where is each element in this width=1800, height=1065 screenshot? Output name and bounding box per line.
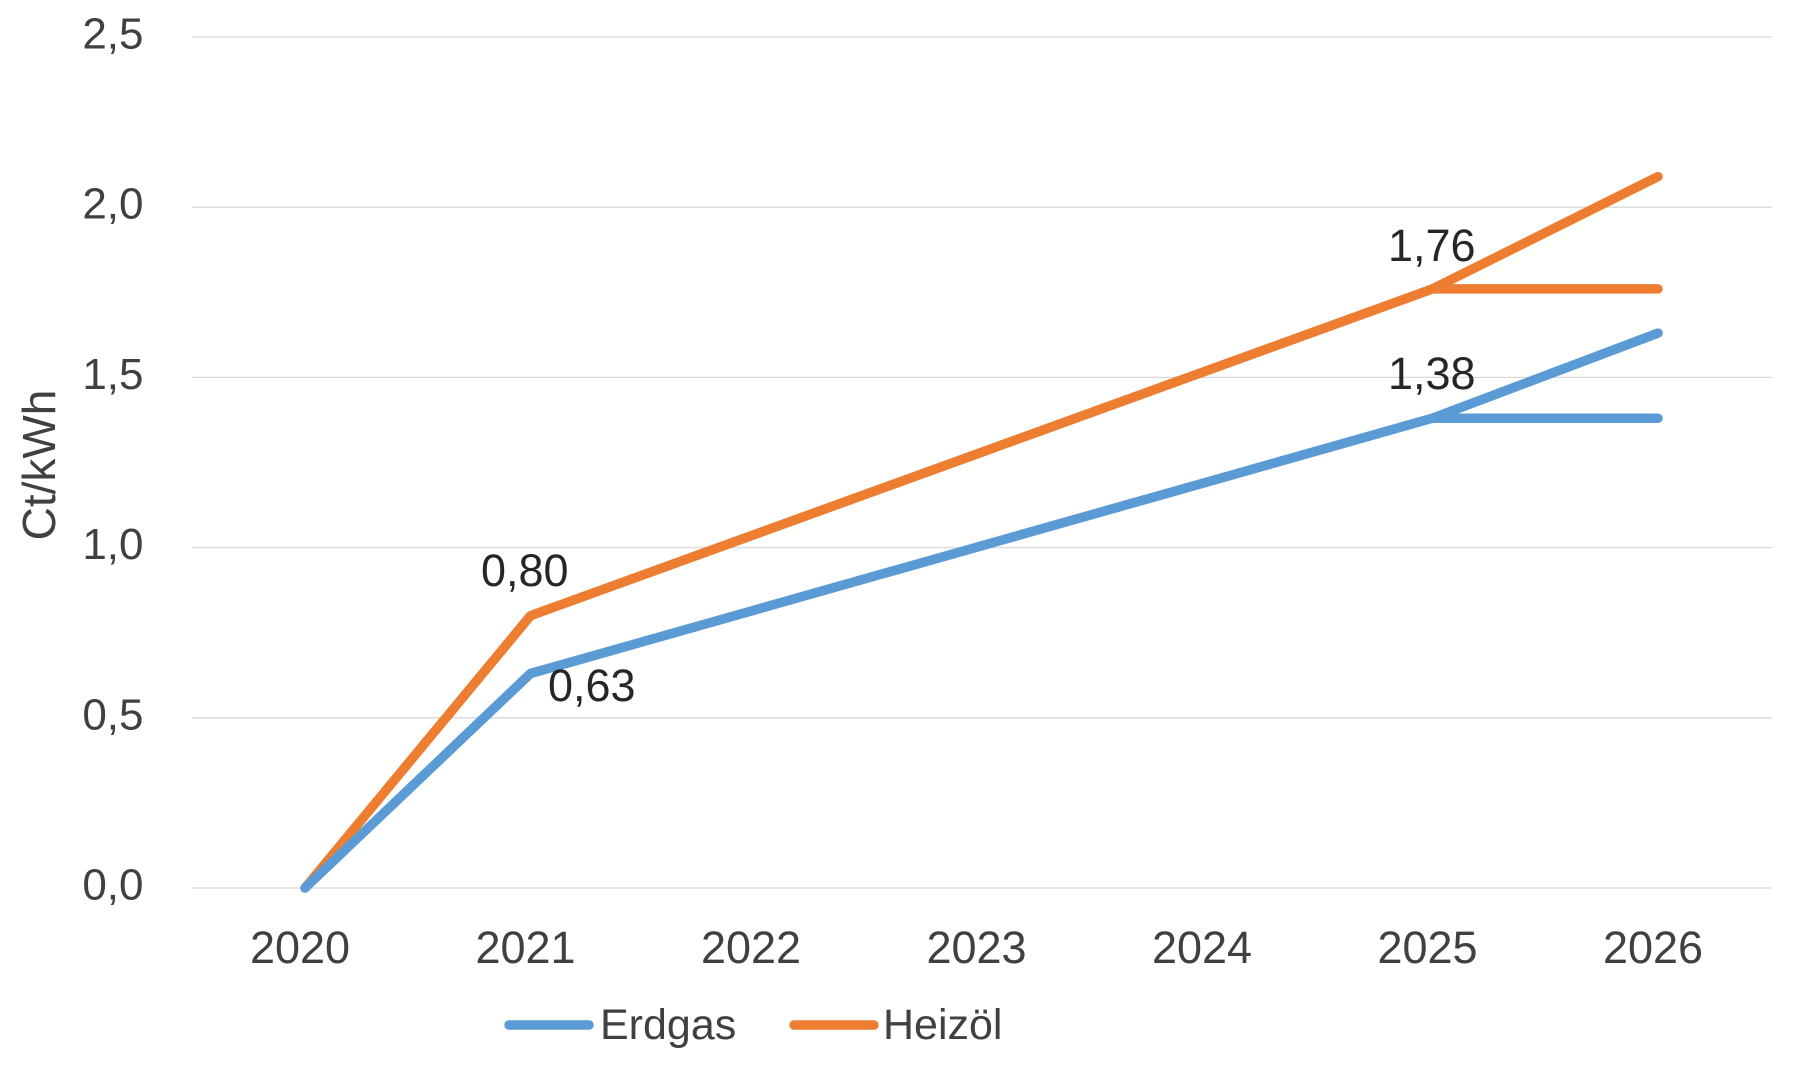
- svg-text:Heizöl: Heizöl: [883, 1001, 1003, 1049]
- svg-text:2025: 2025: [1377, 922, 1477, 973]
- svg-text:0,80: 0,80: [481, 545, 569, 596]
- svg-text:2020: 2020: [250, 922, 350, 973]
- svg-text:0,63: 0,63: [548, 660, 636, 711]
- svg-text:0,0: 0,0: [82, 861, 143, 910]
- svg-text:2022: 2022: [701, 922, 801, 973]
- svg-text:1,5: 1,5: [82, 350, 143, 399]
- svg-text:2,5: 2,5: [82, 10, 143, 59]
- svg-text:Erdgas: Erdgas: [600, 1001, 736, 1049]
- svg-text:2023: 2023: [926, 922, 1026, 973]
- svg-text:2026: 2026: [1603, 922, 1703, 973]
- svg-text:1,76: 1,76: [1388, 220, 1476, 271]
- svg-text:Ct/kWh: Ct/kWh: [13, 390, 65, 541]
- svg-text:2,0: 2,0: [82, 180, 143, 229]
- svg-text:0,5: 0,5: [82, 690, 143, 739]
- svg-text:2024: 2024: [1152, 922, 1252, 973]
- svg-text:2021: 2021: [475, 922, 575, 973]
- svg-text:1,0: 1,0: [82, 520, 143, 569]
- svg-text:1,38: 1,38: [1388, 348, 1476, 399]
